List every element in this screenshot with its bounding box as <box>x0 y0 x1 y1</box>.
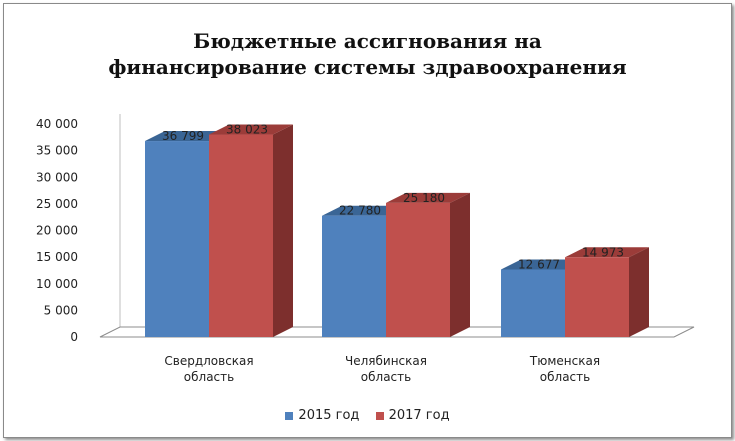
category-label-1-line-2: область <box>184 370 234 384</box>
y-tick-label: 30 000 <box>36 170 78 184</box>
bar-top-series-2-cat-2 <box>386 192 470 203</box>
bar-chart-3d: 40 000 35 000 30 000 25 000 20 000 15 000 10 0… <box>36 114 695 384</box>
legend-label-series-2: 2017 год <box>388 408 450 423</box>
legend-swatch-series-2 <box>375 411 384 420</box>
data-label-series-2-cat-1: 38 023 <box>226 123 268 137</box>
chart-title-line-2: финансирование системы здравоохранения <box>108 55 627 79</box>
category-label-1-line-1: Свердловская <box>164 354 253 368</box>
bar-side-series-2-cat-3 <box>629 247 649 337</box>
data-label-series-1-cat-1: 36 799 <box>162 129 204 143</box>
y-tick-label: 5 000 <box>44 303 78 317</box>
bar-series-1-cat-1 <box>145 141 209 337</box>
category-label-2-line-1: Челябинская <box>345 354 427 368</box>
y-tick-label: 15 000 <box>36 250 78 264</box>
chart-frame: Бюджетные ассигнования на финансирование… <box>3 3 732 438</box>
bar-series-2-cat-2 <box>386 202 450 337</box>
legend-label-series-1: 2015 год <box>298 408 360 423</box>
data-label-series-1-cat-3: 12 677 <box>518 257 560 271</box>
chart-title-line-1: Бюджетные ассигнования на <box>193 29 542 53</box>
legend-item-series-2: 2017 год <box>375 408 450 423</box>
category-label-2-line-2: область <box>361 370 411 384</box>
data-label-series-1-cat-2: 22 780 <box>339 204 381 218</box>
bar-series-1-cat-2 <box>322 215 386 337</box>
bar-top-series-1-cat-2 <box>322 205 406 216</box>
y-tick-label: 20 000 <box>36 224 78 238</box>
bar-series-2-cat-1 <box>209 134 273 337</box>
data-label-series-2-cat-2: 25 180 <box>403 191 445 205</box>
bar-series-1-cat-3 <box>501 269 565 337</box>
bar-top-series-2-cat-3 <box>565 247 649 258</box>
legend-item-series-1: 2015 год <box>285 408 359 423</box>
bar-side-series-2-cat-2 <box>450 192 470 337</box>
y-tick-label: 25 000 <box>36 197 78 211</box>
y-tick-label: 35 000 <box>36 144 78 158</box>
y-tick-label: 40 000 <box>36 117 78 131</box>
category-label-3-line-2: область <box>540 370 590 384</box>
y-tick-label: 0 <box>70 330 78 344</box>
bar-top-series-2-cat-1 <box>209 124 293 135</box>
chart-title: Бюджетные ассигнования на финансирование… <box>4 28 731 80</box>
y-tick-label: 10 000 <box>36 277 78 291</box>
bar-top-series-1-cat-3 <box>501 259 585 270</box>
legend-swatch-series-1 <box>285 411 294 420</box>
bar-top-series-1-cat-1 <box>145 131 229 142</box>
bar-series-2-cat-3 <box>565 257 629 337</box>
data-label-series-2-cat-3: 14 973 <box>582 245 624 259</box>
bar-side-series-2-cat-1 <box>273 124 293 337</box>
category-label-3-line-1: Тюменская <box>529 354 600 368</box>
legend: 2015 год 2017 год <box>4 408 731 424</box>
